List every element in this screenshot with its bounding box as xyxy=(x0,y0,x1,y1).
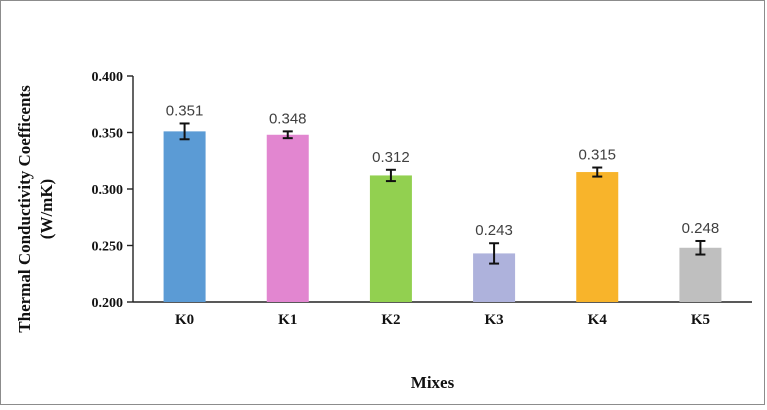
data-labels-group: 0.351 0.348 0.312 0.243 0.315 0.248 xyxy=(166,102,719,239)
x-category-label: K4 xyxy=(588,312,608,328)
y-axis-title-line-2: (W/mK) xyxy=(37,179,56,239)
error-bars-group xyxy=(179,122,706,265)
y-tick-label: 0.350 xyxy=(92,127,124,142)
x-axis-categories: K0 K1 K2 K3 K4 K5 xyxy=(175,312,710,328)
data-label: 0.351 xyxy=(166,102,204,119)
x-category-label: K3 xyxy=(484,312,503,328)
y-axis-ticks: 0.200 0.250 0.300 0.350 0.400 xyxy=(92,70,133,311)
data-label: 0.315 xyxy=(578,147,616,164)
y-tick-label: 0.250 xyxy=(92,240,124,255)
bars-group xyxy=(163,131,722,302)
y-tick-label: 0.300 xyxy=(92,183,124,198)
data-label: 0.248 xyxy=(682,220,720,237)
x-category-label: K5 xyxy=(691,312,710,328)
bar-k5 xyxy=(679,247,722,302)
bar-k1 xyxy=(266,134,309,302)
y-tick-label: 0.400 xyxy=(92,70,124,85)
data-label: 0.348 xyxy=(269,110,307,127)
y-tick-label: 0.200 xyxy=(92,296,124,311)
y-axis-title-line-1: Thermal Conductivity Coefficents xyxy=(15,85,34,333)
x-category-label: K2 xyxy=(381,312,400,328)
x-category-label: K0 xyxy=(175,312,194,328)
data-label: 0.312 xyxy=(372,149,410,166)
bar-k2 xyxy=(369,175,412,302)
data-label: 0.243 xyxy=(475,222,513,239)
bar-k0 xyxy=(163,131,206,302)
x-category-label: K1 xyxy=(278,312,297,328)
bar-k4 xyxy=(576,172,619,302)
x-axis-title: Mixes xyxy=(411,373,455,392)
